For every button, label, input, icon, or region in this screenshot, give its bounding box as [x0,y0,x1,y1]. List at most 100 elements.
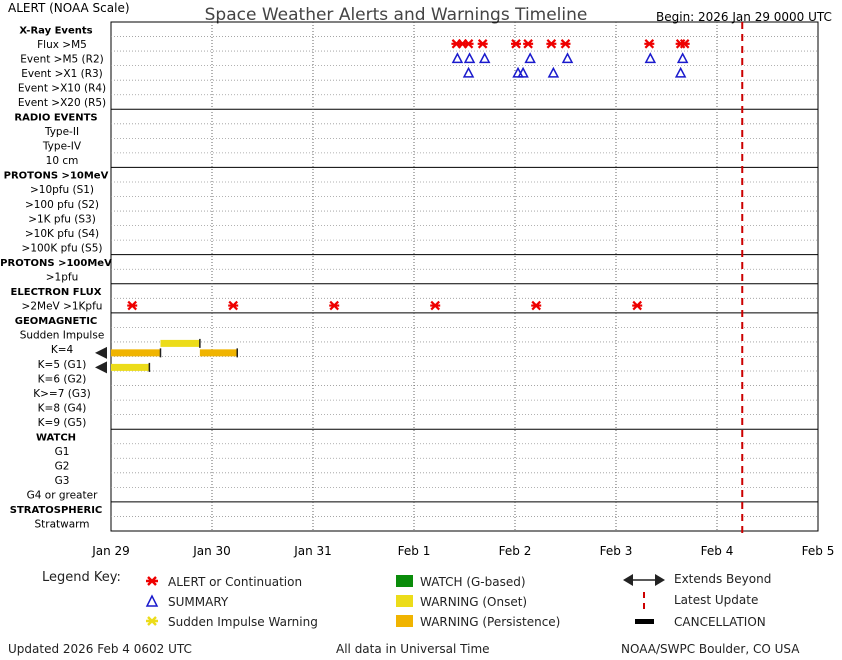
x-tick-label: Jan 29 [91,544,130,558]
alert-star-mark [546,39,557,49]
row-label: >10pfu (S1) [30,184,94,196]
summary-triangle-mark [644,52,657,64]
x-tick-label: Feb 2 [499,544,532,558]
black-bar-icon [635,619,654,624]
alert-star-mark [560,39,571,49]
yellow-star-icon [146,616,158,626]
section-header: WATCH [36,432,76,443]
x-tick-label: Feb 1 [398,544,431,558]
alert-star-mark [228,300,239,311]
legend: Legend Key: ALERT or Continuation SUMMAR… [42,570,771,629]
plot-frame [110,21,819,532]
row-label: Event >M5 (R2) [20,53,103,65]
section-header: GEOMAGNETIC [15,316,98,327]
section-header: X-Ray Events [19,25,92,36]
extends-before-arrow [95,361,107,374]
row-label: Event >X20 (R5) [18,97,106,109]
data-source: NOAA/SWPC Boulder, CO USA [621,642,800,656]
timezone-note: All data in Universal Time [336,642,490,656]
legend-warning-persistence: WARNING (Persistence) [420,615,560,629]
row-label: K=4 [51,344,74,356]
warning-bar-persistence [199,349,238,357]
summary-triangle-mark [478,52,491,64]
legend-title: Legend Key: [42,570,121,585]
alert-star-mark [644,39,655,49]
row-label: Event >X10 (R4) [18,82,106,94]
legend-latest-update: Latest Update [674,593,758,607]
alert-star-mark [523,39,534,49]
summary-triangle-mark [451,52,464,64]
row-label: K=9 (G5) [38,417,87,429]
yellow-box-icon [396,595,413,607]
green-box-icon [396,575,413,587]
scale-label: ALERT (NOAA Scale) [8,1,130,15]
section-header: RADIO EVENTS [14,113,97,124]
section-header: STRATOSPHERIC [10,505,103,516]
extends-before-arrow [95,346,107,359]
row-label: Type-IV [42,141,82,153]
row-label: >100 pfu (S2) [25,199,99,211]
x-axis-ticks: Jan 29 Jan 30 Jan 31 Feb 1 Feb 2 Feb 3 Feb 4 Fe… [91,544,834,558]
x-tick-label: Jan 31 [293,544,332,558]
chart-title: Space Weather Alerts and Warnings Timeli… [205,5,588,25]
alert-star-mark [511,39,522,49]
begin-time: Begin: 2026 Jan 29 0000 UTC [656,10,832,24]
section-header: PROTONS >10MeV [4,171,109,182]
warning-bar-onset [160,339,200,347]
warning-bar-persistence [111,349,161,357]
row-label: >100K pfu (S5) [22,242,103,254]
row-label: >10K pfu (S4) [25,228,99,240]
event-marks [95,22,744,533]
summary-triangle-mark [524,52,536,64]
summary-triangle-mark [547,66,560,78]
alert-star-mark [127,300,138,311]
x-tick-label: Feb 5 [802,544,835,558]
summary-triangle-mark [517,66,529,78]
section-header: PROTONS >100MeV [0,258,112,269]
row-label: 10 cm [46,155,79,167]
row-label: K=5 (G1) [38,359,87,371]
red-star-icon [146,576,158,586]
legend-cancellation: CANCELLATION [674,615,766,629]
row-label: >1pfu [46,272,79,284]
row-label: G2 [55,461,70,473]
plot-grid [111,22,818,531]
row-label: G1 [55,446,70,458]
summary-triangle-mark [674,66,687,78]
row-label: Type-II [44,126,79,138]
updated-time: Updated 2026 Feb 4 0602 UTC [8,642,192,656]
row-label: >1K pfu (S3) [28,213,96,225]
alert-star-mark [430,300,441,311]
double-arrow-icon [623,574,665,586]
alert-star-mark [477,39,488,49]
legend-summary: SUMMARY [168,595,229,609]
row-label: >2MeV >1Kpfu [22,301,103,313]
row-label: Stratwarm [34,519,89,531]
warning-bar-onset [111,363,150,371]
x-tick-label: Jan 30 [192,544,231,558]
row-label: K>=7 (G3) [33,388,91,400]
section-header: ELECTRON FLUX [11,287,102,298]
legend-alert: ALERT or Continuation [168,575,302,589]
legend-warning-onset: WARNING (Onset) [420,595,527,609]
summary-triangle-mark [561,52,574,64]
row-label: K=6 (G2) [38,373,87,385]
legend-extends-beyond: Extends Beyond [674,572,771,586]
row-labels: X-Ray Events Flux >M5 Event >M5 (R2) Event … [0,25,112,530]
alert-star-mark [632,300,643,311]
row-label: Flux >M5 [37,39,87,51]
summary-triangle-mark [462,66,475,78]
orange-box-icon [396,615,413,627]
alert-star-mark [329,300,340,311]
row-label: Sudden Impulse [20,330,105,342]
row-label: G3 [55,475,70,487]
row-label: Event >X1 (R3) [21,68,103,80]
row-label: G4 or greater [27,490,98,502]
row-label: K=8 (G4) [38,402,87,414]
x-tick-label: Feb 3 [600,544,633,558]
alert-star-mark [679,39,690,49]
summary-triangle-mark [463,52,476,64]
alert-star-mark [531,300,542,311]
legend-sudden-impulse: Sudden Impulse Warning [168,615,318,629]
